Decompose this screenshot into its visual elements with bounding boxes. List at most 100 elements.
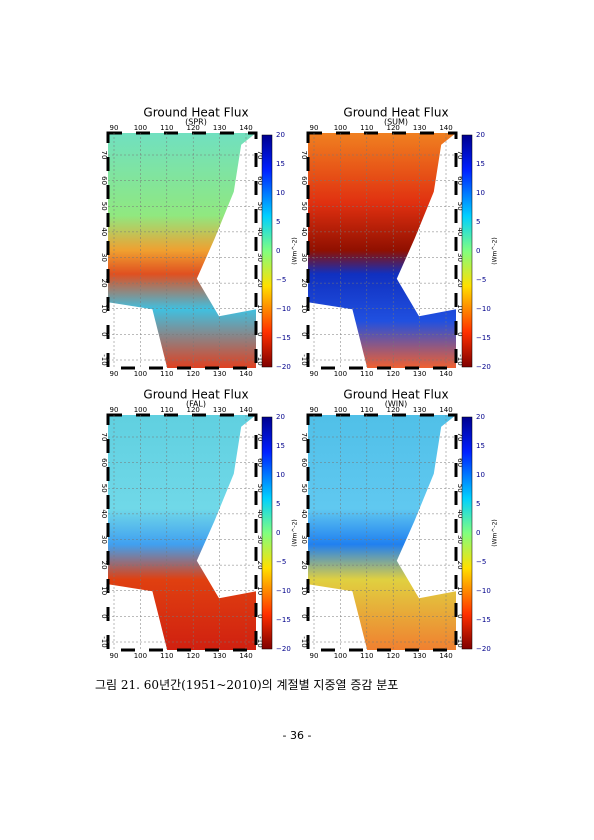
colorbar-tick-label: 15 <box>476 160 485 168</box>
colorbar-tick-label: −10 <box>476 587 491 595</box>
lat-label: 0 <box>256 332 264 336</box>
colorbar-label: (Wm^-2) <box>492 237 499 264</box>
lat-label: 0 <box>456 614 464 618</box>
colorbar-tick-label: −15 <box>276 334 291 342</box>
lat-label: 50 <box>456 202 464 211</box>
panel-title: Ground Heat Flux <box>143 106 248 120</box>
lon-label: 130 <box>413 370 426 378</box>
ocean <box>196 415 256 599</box>
lat-label: 40 <box>256 227 264 236</box>
colorbar-tick-label: −5 <box>276 276 286 284</box>
lon-label: 130 <box>413 124 426 132</box>
lon-label: 110 <box>160 370 173 378</box>
lon-label: 120 <box>187 652 200 660</box>
colorbar-label: (Wm^-2) <box>492 519 499 546</box>
lat-label: 10 <box>456 586 464 595</box>
colorbar-tick-label: −20 <box>476 363 491 371</box>
lon-label: 120 <box>387 406 400 414</box>
lon-label: 140 <box>439 652 452 660</box>
lat-label: 70 <box>456 433 464 442</box>
lon-label: 90 <box>310 370 319 378</box>
lat-label: 70 <box>300 151 308 160</box>
lat-label: 20 <box>300 561 308 570</box>
lat-label: 60 <box>100 458 108 467</box>
lat-label: 50 <box>256 202 264 211</box>
colorbar-label: (Wm^-2) <box>292 237 299 264</box>
lat-label: 70 <box>456 151 464 160</box>
ocean <box>308 302 368 368</box>
colorbar-tick-label: 0 <box>476 247 480 255</box>
lat-label: 40 <box>300 509 308 518</box>
lon-label: 100 <box>334 652 347 660</box>
colorbar-tick-label: 10 <box>476 189 485 197</box>
colorbar-tick-label: 0 <box>276 247 280 255</box>
lat-label: 50 <box>300 484 308 493</box>
lat-label: 10 <box>300 304 308 313</box>
lon-label: 120 <box>187 370 200 378</box>
lon-label: 100 <box>134 406 147 414</box>
lat-label: 60 <box>300 458 308 467</box>
lon-label: 120 <box>387 124 400 132</box>
lon-label: 110 <box>360 124 373 132</box>
lat-label: 30 <box>456 253 464 262</box>
lat-label: 20 <box>100 561 108 570</box>
colorbar-tick-label: 10 <box>276 471 285 479</box>
lon-label: 100 <box>334 124 347 132</box>
lat-label: 0 <box>300 332 308 336</box>
lat-label: 60 <box>456 176 464 185</box>
lat-label: 70 <box>300 433 308 442</box>
lon-label: 130 <box>213 370 226 378</box>
lat-label: 0 <box>100 332 108 336</box>
colorbar-tick-label: −20 <box>276 645 291 653</box>
lat-label: 60 <box>256 176 264 185</box>
colorbar-tick-label: −15 <box>476 616 491 624</box>
lon-label: 110 <box>360 370 373 378</box>
lon-label: 130 <box>213 652 226 660</box>
lat-label: 40 <box>300 227 308 236</box>
lon-label: 90 <box>310 652 319 660</box>
lat-label: 10 <box>100 304 108 313</box>
lon-label: 140 <box>239 406 252 414</box>
lat-label: 40 <box>100 509 108 518</box>
colorbar-tick-label: 5 <box>476 500 480 508</box>
lon-label: 140 <box>239 124 252 132</box>
lat-label: 30 <box>300 535 308 544</box>
colorbar <box>461 416 473 650</box>
colorbar-tick-label: 15 <box>476 442 485 450</box>
lon-label: 110 <box>360 406 373 414</box>
colorbar <box>261 416 273 650</box>
lat-label: 70 <box>100 151 108 160</box>
lon-label: 120 <box>387 652 400 660</box>
panel-title: Ground Heat Flux <box>143 388 248 402</box>
lat-label: 10 <box>300 586 308 595</box>
lat-label: 20 <box>256 279 264 288</box>
lat-label: 70 <box>100 433 108 442</box>
panel-title: Ground Heat Flux <box>343 388 448 402</box>
lat-label: -10 <box>300 354 308 365</box>
colorbar <box>461 134 473 368</box>
lat-label: -10 <box>100 636 108 647</box>
lat-label: -10 <box>256 636 264 647</box>
lat-label: 50 <box>300 202 308 211</box>
lon-label: 90 <box>310 124 319 132</box>
lon-label: 100 <box>334 406 347 414</box>
colorbar-tick-label: 15 <box>276 160 285 168</box>
colorbar <box>261 134 273 368</box>
lat-label: 0 <box>300 614 308 618</box>
ocean <box>396 133 456 317</box>
lat-label: 40 <box>256 509 264 518</box>
lat-label: 40 <box>456 227 464 236</box>
lat-label: 30 <box>256 535 264 544</box>
colorbar-tick-label: 20 <box>276 413 285 421</box>
lat-label: 0 <box>256 614 264 618</box>
lon-label: 140 <box>239 652 252 660</box>
panel-subtitle: (SUM) <box>384 118 408 127</box>
lon-label: 140 <box>439 370 452 378</box>
lon-label: 90 <box>110 652 119 660</box>
lon-label: 110 <box>160 652 173 660</box>
ocean <box>396 415 456 599</box>
lat-label: -10 <box>256 354 264 365</box>
colorbar-tick-label: −20 <box>476 645 491 653</box>
lat-label: 50 <box>256 484 264 493</box>
